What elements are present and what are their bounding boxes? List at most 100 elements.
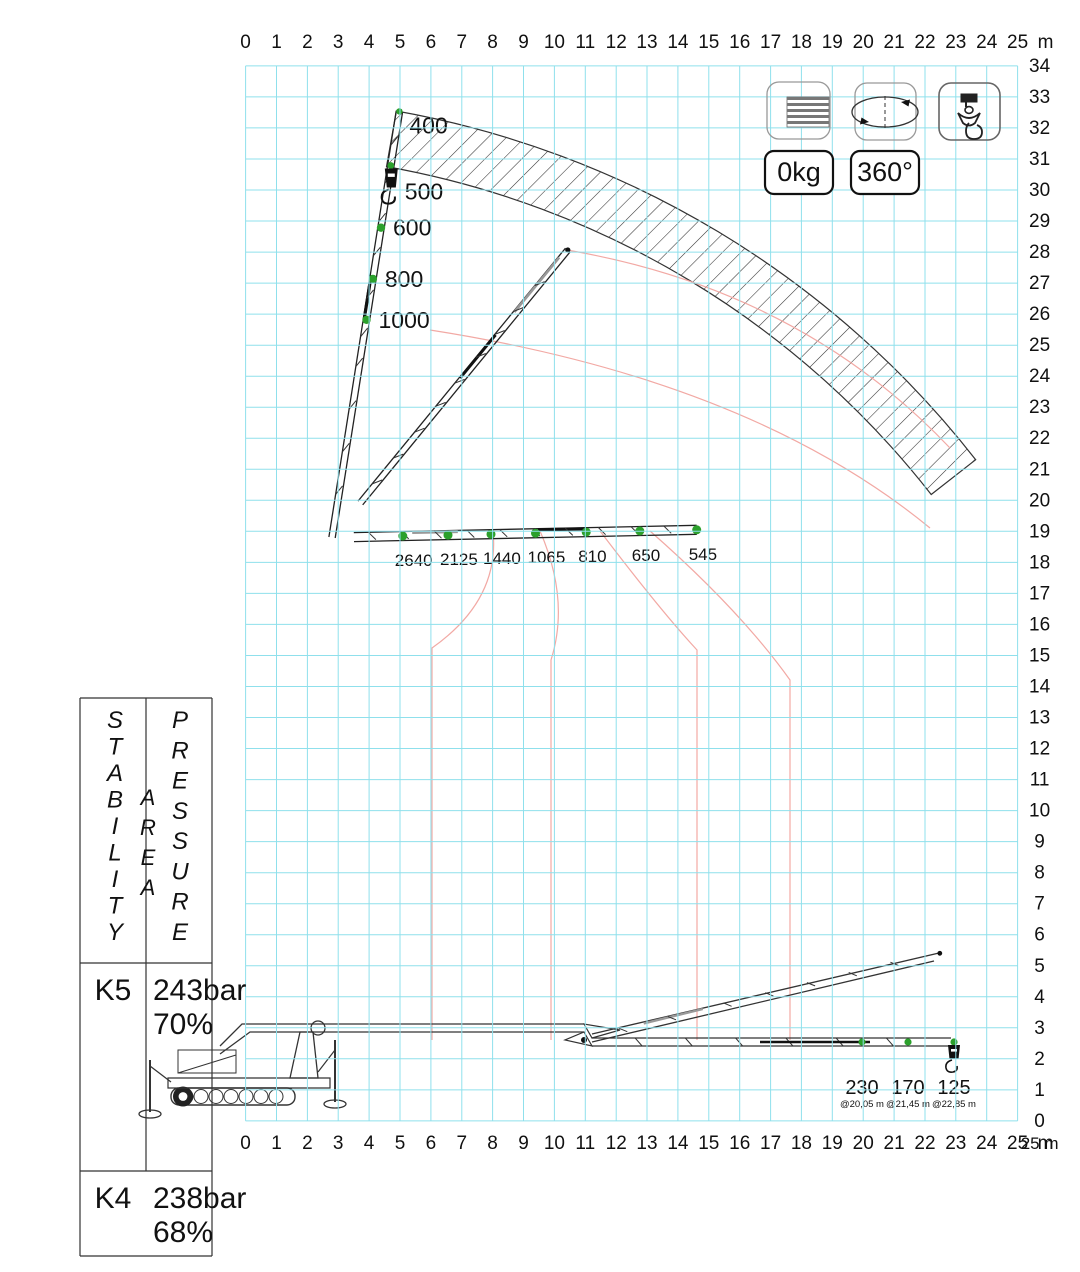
svg-text:10: 10 [1029, 801, 1050, 822]
svg-text:0: 0 [1034, 1111, 1045, 1132]
svg-text:15: 15 [698, 32, 719, 53]
svg-text:14: 14 [667, 32, 689, 53]
svg-text:19: 19 [822, 32, 843, 53]
svg-text:12: 12 [1029, 739, 1050, 760]
svg-text:25: 25 [1007, 32, 1028, 53]
svg-text:1: 1 [271, 32, 282, 53]
svg-text:E: E [141, 845, 156, 870]
svg-text:A: A [105, 760, 123, 787]
svg-text:243bar: 243bar [153, 974, 246, 1007]
svg-text:12: 12 [606, 1133, 627, 1154]
svg-text:Y: Y [107, 919, 125, 946]
svg-text:0: 0 [240, 32, 251, 53]
svg-text:11: 11 [1030, 770, 1050, 791]
svg-text:25 m: 25 m [1021, 1134, 1059, 1153]
svg-text:3: 3 [1034, 1018, 1045, 1039]
svg-text:27: 27 [1029, 273, 1050, 294]
svg-text:I: I [112, 866, 119, 893]
svg-text:170: 170 [891, 1077, 924, 1099]
svg-text:6: 6 [426, 32, 437, 53]
svg-text:14: 14 [667, 1133, 689, 1154]
svg-text:21: 21 [884, 32, 905, 53]
svg-text:13: 13 [1029, 708, 1050, 729]
svg-text:1065: 1065 [528, 548, 566, 567]
svg-text:U: U [171, 858, 189, 885]
svg-text:8: 8 [487, 1133, 498, 1154]
svg-text:23: 23 [945, 32, 966, 53]
svg-text:1440: 1440 [483, 549, 521, 568]
svg-text:22: 22 [914, 32, 935, 53]
svg-text:4: 4 [1034, 987, 1045, 1008]
svg-text:34: 34 [1029, 56, 1051, 77]
svg-text:800: 800 [385, 266, 423, 292]
svg-text:L: L [108, 840, 121, 867]
svg-text:E: E [172, 768, 189, 795]
svg-text:26: 26 [1029, 304, 1050, 325]
svg-text:K5: K5 [95, 974, 132, 1007]
svg-text:238bar: 238bar [153, 1182, 246, 1215]
svg-text:A: A [139, 875, 156, 900]
svg-text:24: 24 [1029, 366, 1051, 387]
svg-text:28: 28 [1029, 242, 1050, 263]
svg-text:600: 600 [393, 215, 431, 241]
svg-text:I: I [112, 813, 119, 840]
svg-text:2: 2 [302, 1133, 313, 1154]
svg-text:545: 545 [689, 545, 717, 564]
svg-text:10: 10 [544, 32, 565, 53]
svg-text:R: R [171, 889, 188, 916]
svg-text:8: 8 [487, 32, 498, 53]
svg-text:2125: 2125 [440, 550, 478, 569]
svg-text:18: 18 [791, 1133, 812, 1154]
svg-text:5: 5 [395, 32, 406, 53]
svg-text:810: 810 [578, 547, 606, 566]
svg-text:T: T [108, 893, 125, 920]
svg-text:22: 22 [914, 1133, 935, 1154]
svg-text:8: 8 [1034, 863, 1045, 884]
svg-text:m: m [1038, 32, 1054, 53]
svg-text:7: 7 [1034, 894, 1045, 915]
svg-text:E: E [172, 919, 189, 946]
svg-text:15: 15 [698, 1133, 719, 1154]
svg-text:17: 17 [1029, 583, 1050, 604]
svg-text:3: 3 [333, 32, 344, 53]
svg-text:125: 125 [937, 1077, 970, 1099]
svg-text:5: 5 [395, 1133, 406, 1154]
svg-text:2: 2 [302, 32, 313, 53]
svg-text:1: 1 [271, 1133, 282, 1154]
svg-text:21: 21 [884, 1133, 905, 1154]
svg-text:22: 22 [1029, 428, 1050, 449]
svg-text:K4: K4 [95, 1182, 132, 1215]
svg-text:20: 20 [1029, 490, 1050, 511]
svg-text:23: 23 [945, 1133, 966, 1154]
svg-text:4: 4 [364, 1133, 375, 1154]
svg-text:9: 9 [1034, 832, 1045, 853]
svg-text:10: 10 [544, 1133, 565, 1154]
svg-text:R: R [140, 815, 156, 840]
svg-text:P: P [172, 707, 188, 734]
svg-text:12: 12 [606, 32, 627, 53]
svg-text:18: 18 [791, 32, 812, 53]
svg-text:33: 33 [1029, 87, 1050, 108]
svg-text:13: 13 [636, 32, 657, 53]
svg-text:19: 19 [1029, 521, 1050, 542]
svg-text:S: S [172, 828, 188, 855]
svg-text:18: 18 [1029, 552, 1050, 573]
svg-text:17: 17 [760, 32, 781, 53]
svg-text:31: 31 [1029, 149, 1050, 170]
svg-text:7: 7 [457, 32, 468, 53]
svg-text:T: T [108, 734, 125, 761]
svg-text:R: R [171, 737, 188, 764]
svg-text:14: 14 [1029, 677, 1051, 698]
svg-text:20: 20 [853, 32, 874, 53]
svg-text:S: S [107, 707, 123, 734]
svg-text:1000: 1000 [379, 307, 430, 333]
svg-text:13: 13 [636, 1133, 657, 1154]
svg-text:A: A [139, 785, 156, 810]
svg-text:B: B [107, 787, 123, 814]
svg-text:S: S [172, 798, 188, 825]
svg-text:7: 7 [457, 1133, 468, 1154]
svg-text:20: 20 [853, 1133, 874, 1154]
svg-text:19: 19 [822, 1133, 843, 1154]
svg-text:360°: 360° [857, 157, 913, 187]
svg-text:32: 32 [1029, 118, 1050, 139]
